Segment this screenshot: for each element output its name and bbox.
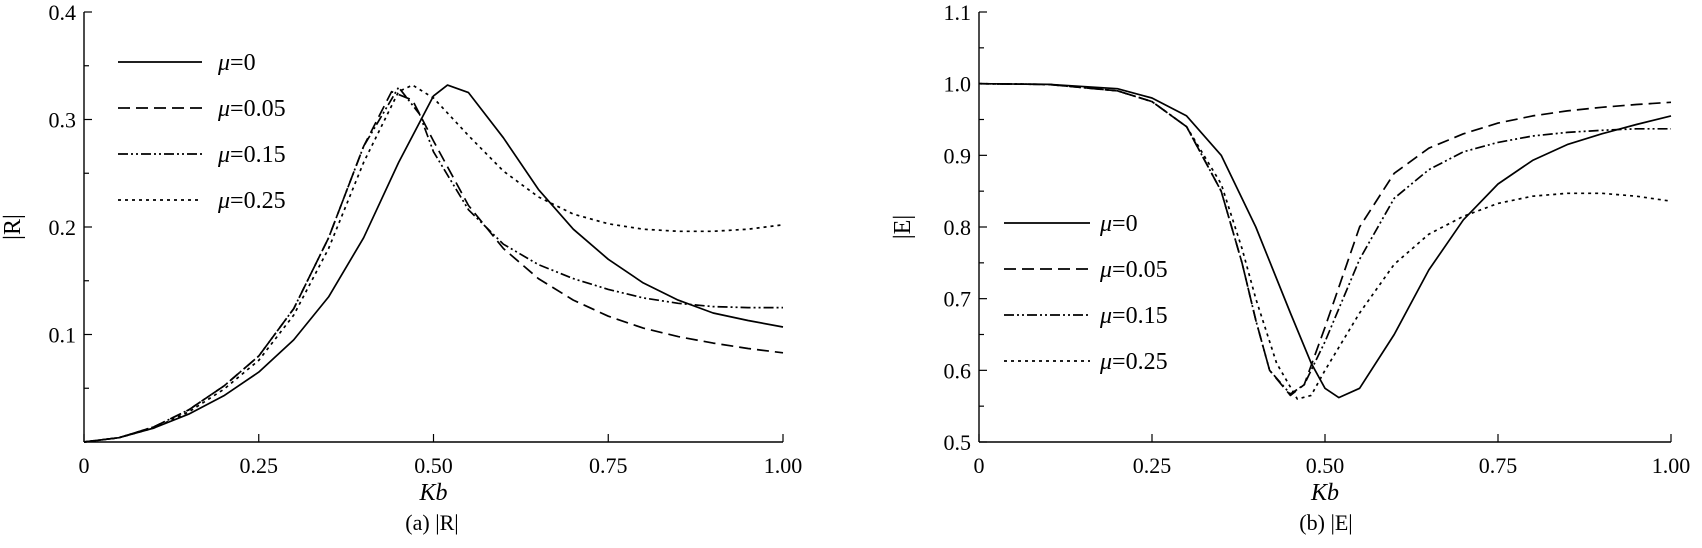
panel-b-x-tick-label: 0.25 bbox=[1133, 453, 1172, 478]
panel-a-legend-label-2: μ=0.15 bbox=[217, 142, 286, 168]
panel-b-x-tick-label: 0 bbox=[974, 453, 985, 478]
panel-a-x-tick-label: 1.00 bbox=[764, 453, 803, 478]
panel-b-x-tick-label: 1.00 bbox=[1652, 453, 1691, 478]
panel-a-legend-label-3: μ=0.25 bbox=[217, 188, 286, 214]
panel-b-series-line-0 bbox=[978, 82, 1672, 399]
panel-a-x-tick-label: 0.25 bbox=[240, 453, 279, 478]
panel-a-series-line-1 bbox=[83, 90, 784, 443]
panel-b: 0 0.25 0.50 0.75 1.00 0.5 0.6 0.7 0.8 0.9 1.0 1.1 Kb… bbox=[890, 0, 1690, 535]
panel-b-x-tick-label: 0.50 bbox=[1306, 453, 1345, 478]
panel-b-y-tick-label: 0.8 bbox=[944, 215, 972, 240]
panel-b-y-tick-label: 0.9 bbox=[944, 143, 972, 168]
panel-a-x-tick-label: 0.75 bbox=[589, 453, 628, 478]
panel-a-series-line-3 bbox=[83, 84, 784, 443]
panel-b-series-line-1 bbox=[978, 82, 1672, 397]
panel-b-y-axis-title: |E| bbox=[890, 215, 916, 239]
panel-a-legend-label-0: μ=0 bbox=[217, 50, 256, 76]
panel-a-series-line-0 bbox=[83, 84, 784, 443]
panel-b-y-tick-label: 0.6 bbox=[944, 358, 972, 383]
panel-a-series-line-2 bbox=[83, 86, 783, 443]
panel-a-y-tick-label: 0.1 bbox=[49, 323, 77, 348]
panel-b-y-tick-label: 1.1 bbox=[944, 0, 972, 25]
panel-a-y-axis-title: |R| bbox=[0, 214, 26, 240]
panel-b-legend-label-2: μ=0.15 bbox=[1099, 303, 1168, 329]
panel-a-caption: (a) |R| bbox=[405, 510, 458, 535]
panel-b-x-axis-title: Kb bbox=[1310, 480, 1339, 506]
panel-b-x-tick-label: 0.75 bbox=[1479, 453, 1518, 478]
panel-b-caption: (b) |E| bbox=[1299, 510, 1352, 535]
panel-a-y-tick-label: 0.2 bbox=[49, 215, 77, 240]
panel-b-legend-label-3: μ=0.25 bbox=[1099, 349, 1168, 375]
panel-a-x-axis-title: Kb bbox=[418, 480, 447, 506]
panel-a-x-tick-label: 0 bbox=[79, 453, 90, 478]
panel-a: 0 0.25 0.50 0.75 1.00 0.1 0.2 0.3 0.4 Kb |R| (a) |R… bbox=[0, 0, 802, 535]
panel-a-y-tick-label: 0.3 bbox=[49, 108, 77, 133]
panel-b-legend-label-0: μ=0 bbox=[1099, 211, 1138, 237]
panel-b-series-line-3 bbox=[978, 82, 1672, 400]
panel-a-legend-label-1: μ=0.05 bbox=[217, 96, 286, 122]
panel-b-series-line-2 bbox=[978, 82, 1671, 395]
panel-a-x-tick-label: 0.50 bbox=[414, 453, 453, 478]
panel-b-y-tick-label: 0.7 bbox=[944, 287, 972, 312]
panel-b-y-tick-label: 0.5 bbox=[944, 430, 972, 455]
panel-a-y-tick-label: 0.4 bbox=[49, 0, 77, 25]
panel-b-y-tick-label: 1.0 bbox=[944, 72, 972, 97]
panel-b-legend-label-1: μ=0.05 bbox=[1099, 257, 1168, 283]
